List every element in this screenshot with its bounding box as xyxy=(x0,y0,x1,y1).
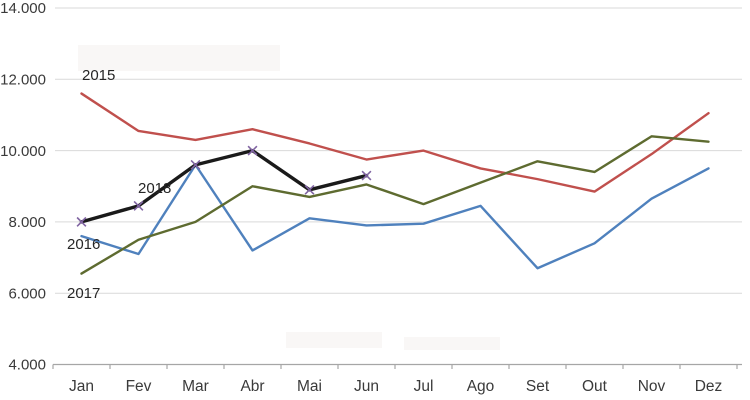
series-line-2018 xyxy=(79,148,369,224)
series-line-2017 xyxy=(80,135,710,275)
series-marker-x-2018 xyxy=(361,170,372,181)
y-axis-tick-label: 10.000 xyxy=(0,143,46,160)
series-marker-x-2018 xyxy=(190,159,201,170)
smudge xyxy=(78,45,280,71)
x-axis-label: Nov xyxy=(638,378,666,395)
smudge xyxy=(286,332,382,348)
series-marker-x-2018 xyxy=(133,200,144,211)
y-axis: 4.000 6.000 8.000 10.000 12.000 14.000 xyxy=(0,0,46,374)
x-axis-label: Mar xyxy=(182,378,209,395)
series-line-2015 xyxy=(80,92,710,193)
x-axis-label: Set xyxy=(526,378,550,395)
series-label-2016: 2016 xyxy=(67,236,100,253)
series-marker-x-2018 xyxy=(76,216,87,227)
x-axis-label: Out xyxy=(582,378,608,395)
y-axis-tick-label: 12.000 xyxy=(0,72,46,89)
plot-area xyxy=(76,92,710,275)
x-axis-label: Jul xyxy=(414,378,434,395)
series-line-2016 xyxy=(80,163,710,270)
x-axis-label: Ago xyxy=(467,378,495,395)
series-marker-x-2018 xyxy=(247,145,258,156)
y-axis-tick-label: 14.000 xyxy=(0,0,46,17)
y-axis-tick-label: 4.000 xyxy=(8,357,46,374)
screenshot-smudge-artifacts xyxy=(78,45,500,350)
x-axis-label: Fev xyxy=(126,378,152,395)
x-axis-label: Abr xyxy=(240,378,264,395)
x-axis: Jan Fev Mar Abr Mai Jun Jul Ago Set Out Nov Dez xyxy=(52,363,742,395)
series-label-2015: 2015 xyxy=(82,67,115,84)
y-axis-tick-label: 6.000 xyxy=(8,285,46,302)
series-labels: 2015 2018 2016 2017 xyxy=(67,67,171,302)
x-axis-label: Dez xyxy=(695,378,723,395)
x-axis-label: Mai xyxy=(297,378,322,395)
x-axis-label: Jun xyxy=(354,378,379,395)
series-label-2018: 2018 xyxy=(138,180,171,197)
x-axis-label: Jan xyxy=(69,378,94,395)
smudge xyxy=(404,337,500,350)
series-label-2017: 2017 xyxy=(67,285,100,302)
series-marker-x-2018 xyxy=(304,184,315,195)
y-axis-tick-label: 8.000 xyxy=(8,214,46,231)
